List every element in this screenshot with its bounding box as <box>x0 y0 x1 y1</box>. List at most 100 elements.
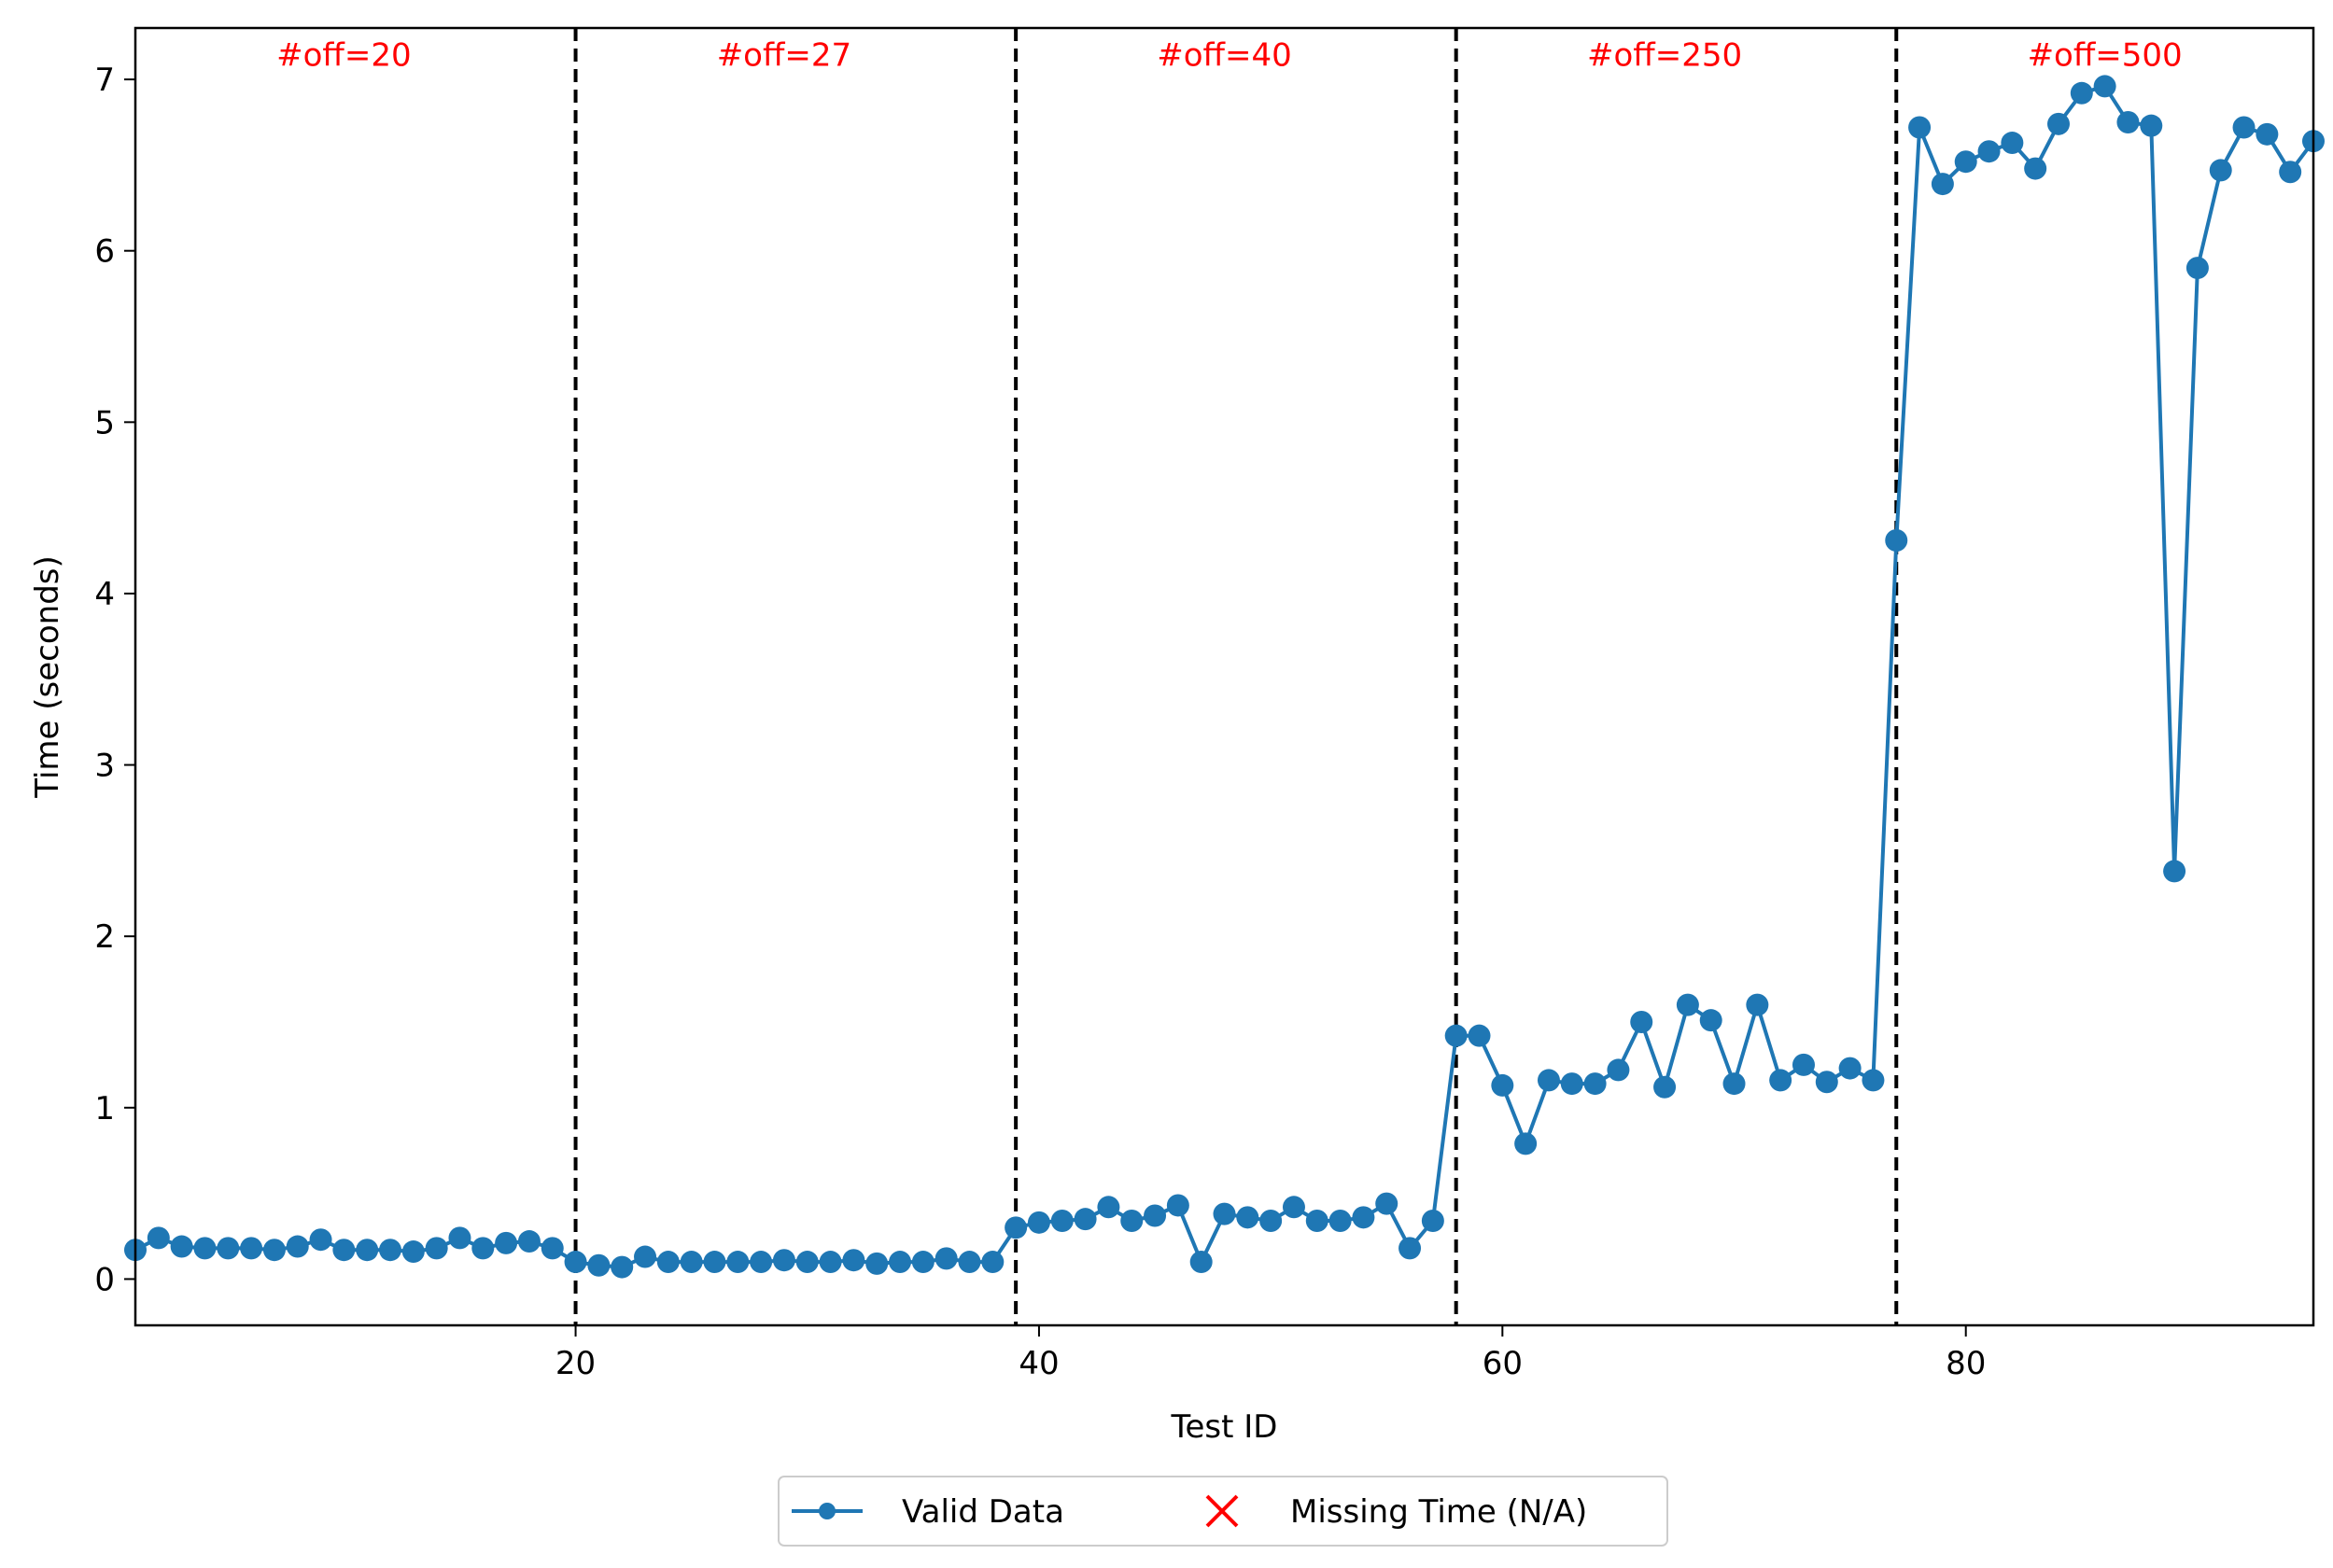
data-point <box>1630 1010 1653 1033</box>
data-point <box>911 1251 935 1274</box>
data-point <box>1722 1072 1746 1096</box>
axes: 20 40 60 80 0 1 2 3 4 5 6 7 <box>94 62 1986 1382</box>
data-point <box>1328 1209 1352 1232</box>
data-point <box>1815 1071 1838 1094</box>
y-tick-label: 6 <box>94 233 115 271</box>
data-point <box>1954 150 1977 174</box>
data-point <box>819 1251 842 1274</box>
data-point <box>1050 1209 1074 1232</box>
data-point <box>1282 1196 1305 1219</box>
data-point <box>217 1237 240 1260</box>
missing-x-stroke <box>1205 1494 1239 1528</box>
data-point <box>425 1237 448 1260</box>
x-tick-label: 80 <box>1946 1345 1986 1382</box>
data-point <box>332 1239 356 1262</box>
data-point <box>1769 1069 1792 1092</box>
data-point <box>1259 1209 1283 1232</box>
data-point <box>889 1251 912 1274</box>
legend-missing-marker <box>1205 1494 1239 1528</box>
section-label-3: #off=40 <box>1157 36 1291 74</box>
data-point <box>1931 173 1954 196</box>
data-point <box>1676 993 1699 1016</box>
y-tick-label: 5 <box>94 404 115 441</box>
data-point <box>262 1239 286 1262</box>
data-point <box>1144 1204 1167 1227</box>
data-point <box>2001 132 2024 155</box>
data-point <box>2046 112 2070 135</box>
data-point <box>1074 1208 1097 1231</box>
y-axis-label: Time (seconds) <box>29 555 66 799</box>
data-point <box>703 1251 726 1274</box>
data-point <box>495 1231 518 1254</box>
data-point <box>795 1251 819 1274</box>
data-point <box>309 1228 332 1252</box>
data-point <box>1120 1209 1144 1232</box>
data-point <box>170 1235 193 1258</box>
data-point <box>1908 116 1932 139</box>
data-point <box>2070 81 2093 105</box>
data-point <box>1862 1069 1885 1092</box>
data-point <box>2024 157 2047 180</box>
data-point <box>958 1251 981 1274</box>
data-point <box>935 1247 958 1270</box>
data-point <box>772 1249 795 1272</box>
data-point <box>1792 1053 1815 1076</box>
data-point <box>471 1237 495 1260</box>
x-tick-label: 60 <box>1483 1345 1523 1382</box>
plot-frame <box>134 26 2315 1327</box>
section-label-5: #off=500 <box>2028 36 2183 74</box>
x-axis-label: Test ID <box>1171 1408 1278 1446</box>
data-point <box>865 1252 889 1275</box>
data-point <box>1746 993 1769 1016</box>
data-point <box>517 1230 541 1253</box>
section-label-2: #off=27 <box>717 36 851 74</box>
data-point <box>2279 161 2302 184</box>
data-point <box>1583 1072 1607 1096</box>
data-point <box>1653 1075 1677 1099</box>
data-point <box>1005 1216 1028 1239</box>
data-point <box>981 1251 1005 1274</box>
data-point <box>1352 1206 1375 1229</box>
section-label-4: #off=250 <box>1587 36 1742 74</box>
data-point <box>356 1239 379 1262</box>
data-point <box>634 1245 657 1268</box>
data-point <box>750 1251 773 1274</box>
x-tick-label: 40 <box>1019 1345 1059 1382</box>
data-point <box>587 1253 611 1277</box>
data-point <box>1537 1069 1560 1092</box>
data-point <box>2232 116 2256 139</box>
y-tick-label: 0 <box>94 1261 115 1298</box>
data-point <box>1213 1202 1236 1225</box>
y-tick-label: 4 <box>94 576 115 613</box>
data-point <box>1468 1024 1491 1047</box>
data-point <box>2209 159 2232 182</box>
data-point <box>1236 1206 1259 1229</box>
data-point <box>1189 1251 1213 1274</box>
data-point <box>448 1226 471 1250</box>
data-point <box>726 1251 750 1274</box>
data-point <box>1514 1132 1538 1155</box>
series-valid-data-line <box>134 84 2315 1269</box>
data-point <box>1491 1073 1514 1097</box>
data-point <box>1027 1211 1050 1234</box>
data-point <box>1421 1209 1444 1232</box>
x-tick-label: 20 <box>555 1345 596 1382</box>
data-point <box>611 1255 634 1279</box>
y-tick-label: 7 <box>94 62 115 99</box>
y-tick-label: 3 <box>94 748 115 785</box>
data-point <box>240 1237 263 1260</box>
data-point <box>1977 140 2001 163</box>
data-point <box>193 1237 217 1260</box>
legend-missing-label: Missing Time (N/A) <box>1290 1493 1587 1531</box>
legend-valid-marker <box>819 1503 836 1519</box>
plot-area: #off=20 #off=27 #off=40 #off=250 #off=500 <box>124 28 2325 1325</box>
data-point <box>147 1226 170 1250</box>
data-point <box>2093 75 2116 98</box>
data-point <box>2140 114 2163 137</box>
data-point <box>2185 257 2209 280</box>
data-point <box>1305 1209 1328 1232</box>
data-point <box>379 1239 402 1262</box>
y-tick-label: 1 <box>94 1090 115 1127</box>
data-point <box>1838 1057 1862 1080</box>
